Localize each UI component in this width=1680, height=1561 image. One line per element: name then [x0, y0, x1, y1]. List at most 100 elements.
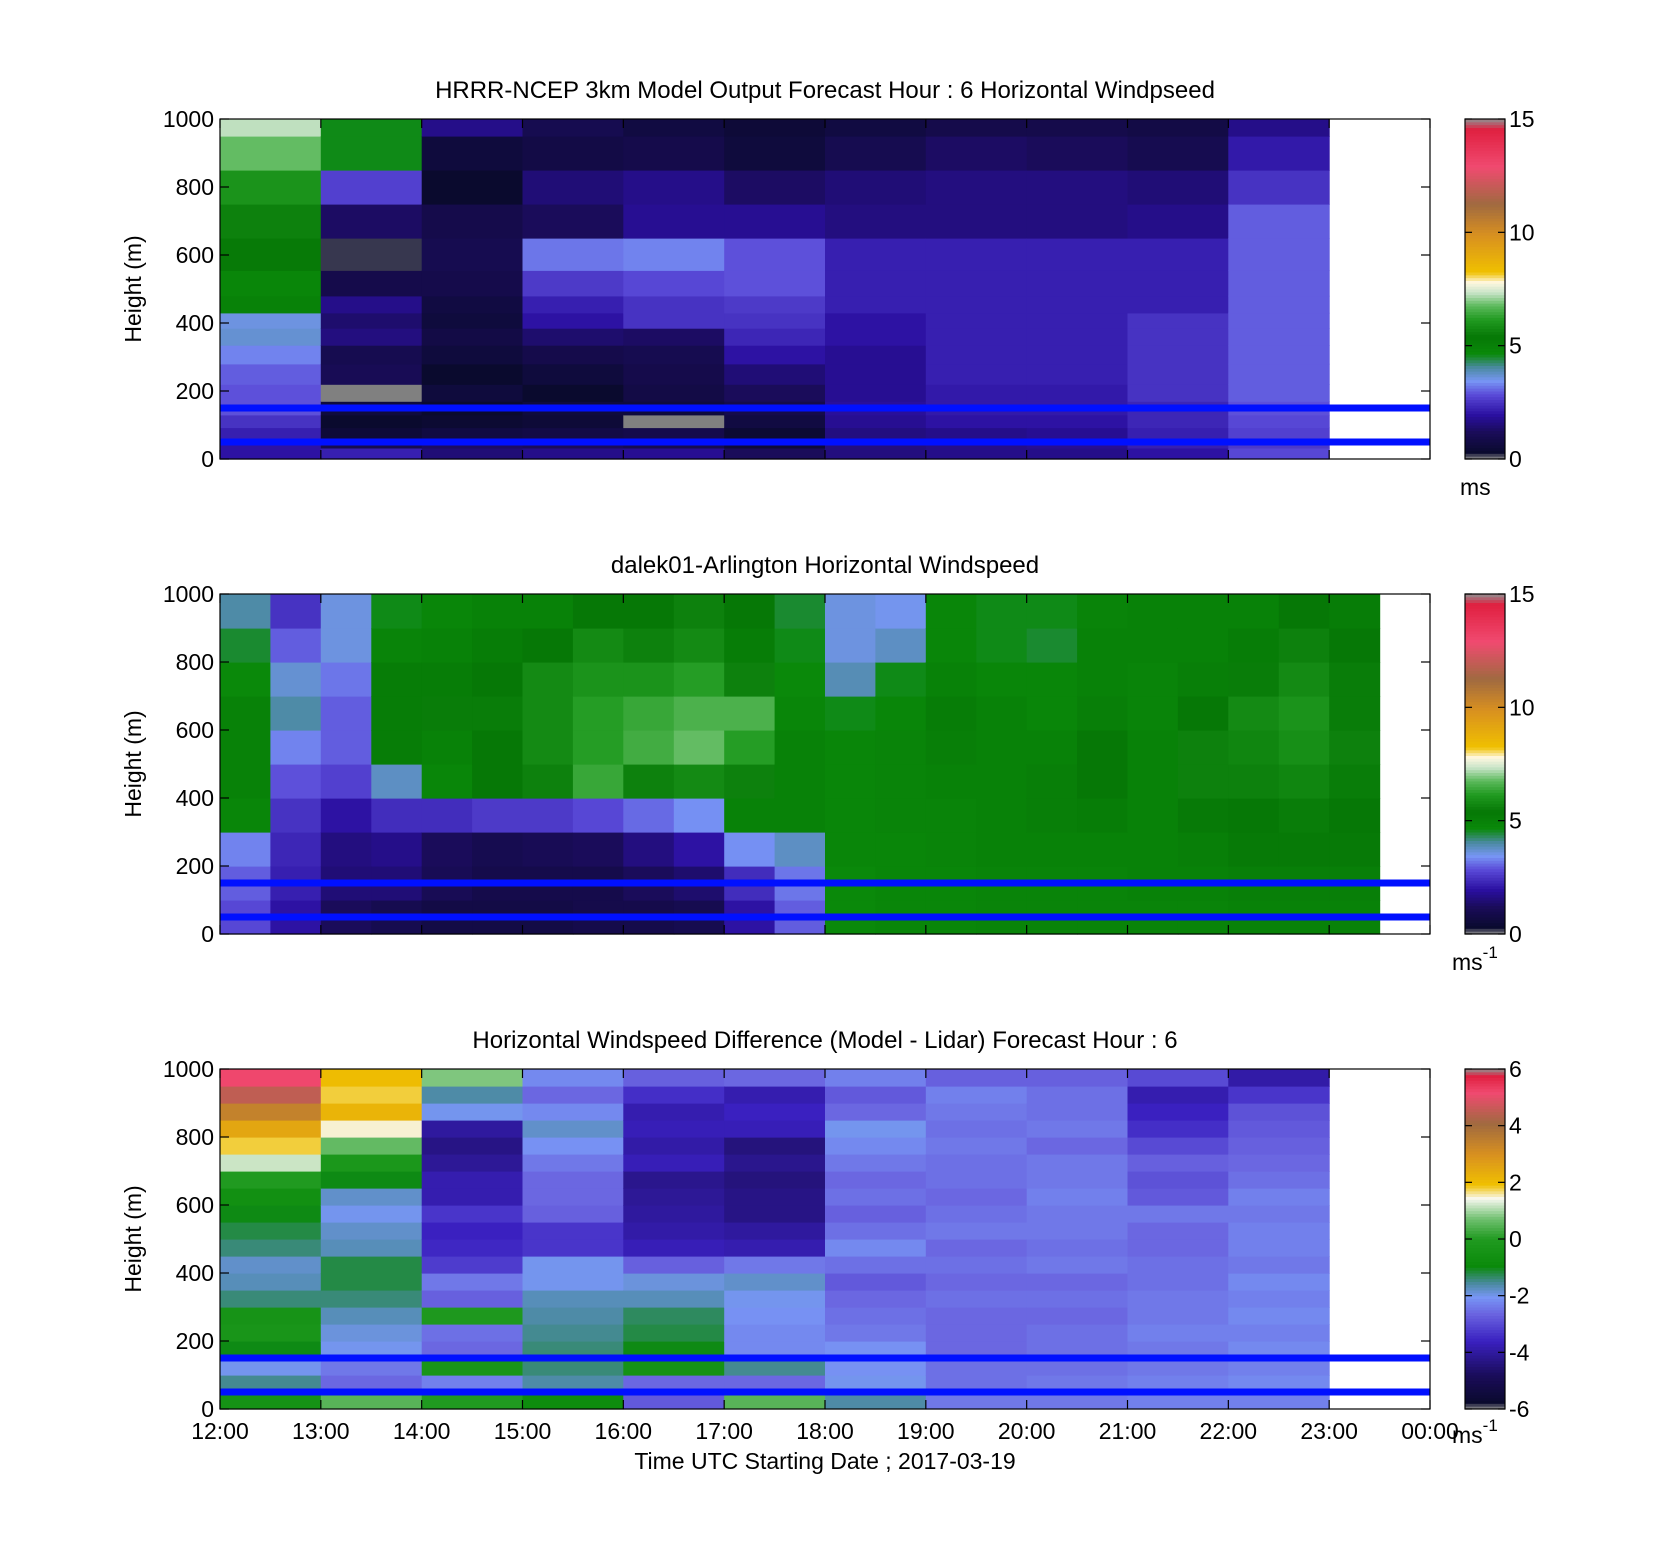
colorbar-swatch [1465, 348, 1505, 352]
heatmap-cell [270, 730, 322, 765]
colorbar-swatch [1465, 849, 1505, 853]
heatmap-cell [1127, 1188, 1229, 1206]
y-tick-label: 200 [176, 1328, 214, 1354]
heatmap-cell [976, 696, 1028, 731]
heatmap-cell [925, 1154, 1028, 1172]
heatmap-cell [522, 270, 624, 297]
heatmap-cell [1127, 204, 1229, 239]
heatmap-cell [724, 594, 776, 629]
heatmap-cell [1026, 345, 1129, 365]
colorbar-swatch [1465, 897, 1505, 901]
heatmap-cell [1228, 1120, 1330, 1138]
colorbar-swatch [1465, 829, 1505, 833]
heatmap-cell [320, 1341, 423, 1359]
colorbar-swatch [1465, 1224, 1505, 1229]
colorbar-swatch [1465, 280, 1505, 284]
heatmap-cell [1026, 136, 1129, 171]
x-tick-label: 21:00 [1099, 1418, 1157, 1444]
heatmap-cell [1329, 696, 1381, 731]
heatmap-cell [724, 1154, 826, 1172]
heatmap-cell [421, 1273, 524, 1291]
y-tick-label: 200 [176, 378, 214, 404]
colorbar-swatch [1465, 783, 1505, 788]
heatmap-cell [220, 295, 322, 314]
heatmap-cell [825, 1307, 927, 1325]
heatmap-cell [320, 1188, 423, 1206]
heatmap-cell [724, 628, 776, 663]
heatmap-cell [472, 628, 524, 663]
heatmap-cell [1228, 204, 1330, 239]
heatmap-cell [1026, 119, 1129, 137]
colorbar-swatch [1465, 425, 1505, 429]
colorbar-swatch [1465, 1190, 1505, 1195]
heatmap-cell [825, 730, 876, 765]
heatmap-cell [925, 1358, 1028, 1376]
colorbar-swatch [1465, 1168, 1505, 1172]
heatmap-cell [774, 764, 826, 799]
heatmap-cell [1228, 1154, 1330, 1172]
heatmap-cell [320, 345, 423, 365]
heatmap-cell [875, 798, 927, 833]
colorbar-unit: ms-1 [1452, 1416, 1498, 1448]
heatmap-cell [724, 1307, 826, 1325]
heatmap-cell [522, 136, 624, 171]
colorbar-swatch [1465, 201, 1505, 205]
heatmap-cell [1228, 1137, 1330, 1155]
heatmap-cell [724, 345, 826, 365]
heatmap-cell [825, 312, 927, 329]
heatmap-cell [825, 1341, 927, 1359]
y-tick-label: 0 [201, 921, 214, 947]
colorbar-swatch [1465, 667, 1505, 671]
colorbar-swatch [1465, 883, 1505, 887]
heatmap-cell [825, 1222, 927, 1240]
heatmap-cell [572, 730, 624, 765]
heatmap-cell [623, 1273, 725, 1291]
colorbar-swatch [1465, 240, 1505, 245]
heatmap-cell [623, 1358, 725, 1376]
colorbar-swatch [1465, 1247, 1505, 1251]
x-tick-label: 18:00 [796, 1418, 854, 1444]
heatmap-cell [925, 270, 1028, 297]
heatmap-cell [421, 1205, 524, 1223]
heatmap-cell [320, 1086, 423, 1104]
colorbar-swatch [1465, 1236, 1505, 1240]
colorbar-swatch [1465, 359, 1505, 364]
heatmap-cell [825, 628, 876, 663]
heatmap-cell [522, 764, 574, 799]
colorbar-swatch [1465, 300, 1505, 304]
heatmap-cell [421, 119, 524, 137]
heatmap-cell [925, 1324, 1028, 1342]
heatmap-cell [572, 628, 624, 663]
colorbar-swatch [1465, 246, 1505, 250]
colorbar-swatch [1465, 1122, 1505, 1127]
heatmap-cell [220, 170, 322, 205]
heatmap-cell [1026, 1392, 1129, 1410]
heatmap-cell [925, 414, 1028, 429]
heatmap-cell [623, 136, 725, 171]
colorbar-swatch [1465, 121, 1505, 126]
colorbar-swatch [1465, 334, 1505, 338]
heatmap-cell [421, 1120, 524, 1138]
heatmap-cell [875, 594, 927, 629]
heatmap-cell [1077, 764, 1129, 799]
heatmap-cell [774, 628, 826, 663]
colorbar-tick-label: 0 [1509, 921, 1522, 947]
heatmap-cell [976, 594, 1028, 629]
heatmap-cell [1026, 1069, 1129, 1087]
colorbar-swatch [1465, 314, 1505, 318]
heatmap-cell [1026, 730, 1078, 765]
heatmap-cell [1026, 628, 1078, 663]
heatmap-cell [320, 832, 372, 867]
heatmap-cell [623, 312, 725, 329]
colorbar-swatch [1465, 147, 1505, 151]
colorbar-swatch [1465, 1193, 1505, 1197]
colorbar-swatch [1465, 633, 1505, 637]
colorbar-swatch [1465, 662, 1505, 666]
colorbar-tick-label: 2 [1509, 1169, 1522, 1195]
heatmap-cell [522, 204, 624, 239]
colorbar-swatch [1465, 608, 1505, 612]
heatmap-cell [320, 1256, 423, 1274]
heatmap-cell [623, 594, 675, 629]
heatmap-cell [320, 1239, 423, 1257]
heatmap-cell [623, 1290, 725, 1308]
